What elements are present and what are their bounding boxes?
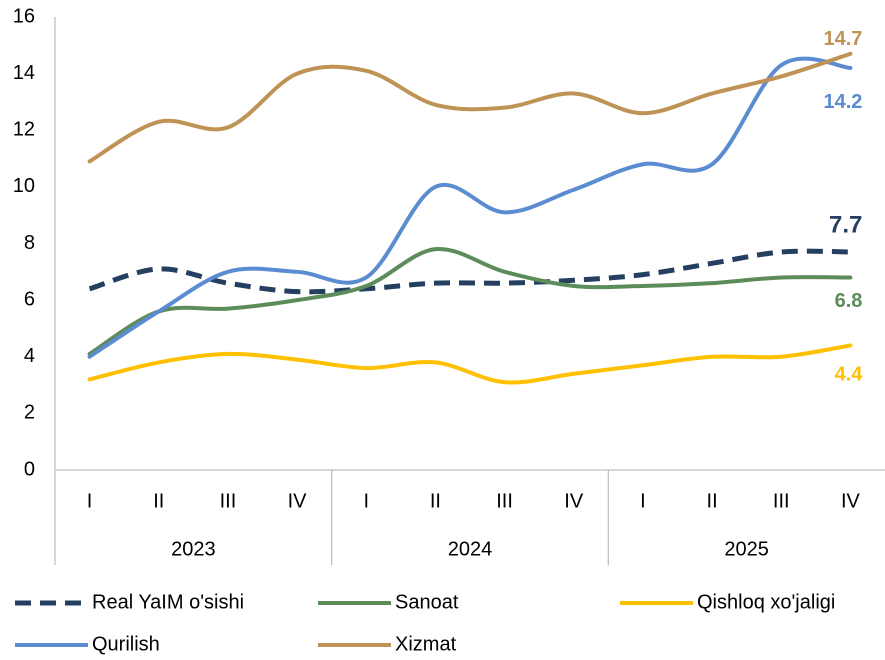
y-tick-label: 8 [24,232,35,254]
data-label: 14.7 [823,28,862,50]
x-tick-label: II [430,490,441,512]
x-tick-label: III [773,490,790,512]
x-tick-label: II [153,490,164,512]
series-line [87,51,853,164]
x-tick-label: II [707,490,718,512]
data-label: 7.7 [829,211,862,238]
y-tick-label: 12 [13,119,35,141]
data-label: 6.8 [835,290,863,312]
legend-label: Xizmat [395,633,457,655]
group-label: 2024 [448,538,493,560]
series-line [87,343,853,385]
group-label: 2025 [724,538,769,560]
data-label: 14.2 [823,91,862,113]
y-tick-label: 14 [13,62,35,84]
x-tick-label: I [640,490,646,512]
y-tick-label: 0 [24,458,35,480]
series-line [88,248,851,295]
x-tick-label: I [363,490,369,512]
x-tick-label: I [87,490,93,512]
x-tick-label: III [496,490,513,512]
y-tick-label: 4 [24,345,35,367]
y-tick-label: 16 [13,5,35,27]
legend-label: Sanoat [395,591,459,613]
y-tick-label: 2 [24,402,35,424]
y-tick-label: 6 [24,288,35,310]
legend-label: Qurilish [92,633,160,655]
x-tick-label: IV [564,490,584,512]
legend-label: Qishloq xo'jaligi [697,591,835,613]
x-tick-label: IV [841,490,861,512]
x-tick-label: III [220,490,237,512]
data-label: 4.4 [835,364,864,386]
series-line [87,56,853,359]
x-tick-label: IV [288,490,308,512]
y-tick-label: 10 [13,175,35,197]
legend-label: Real YaIM o'sishi [92,591,244,613]
series-line [87,247,853,356]
group-label: 2023 [171,538,216,560]
